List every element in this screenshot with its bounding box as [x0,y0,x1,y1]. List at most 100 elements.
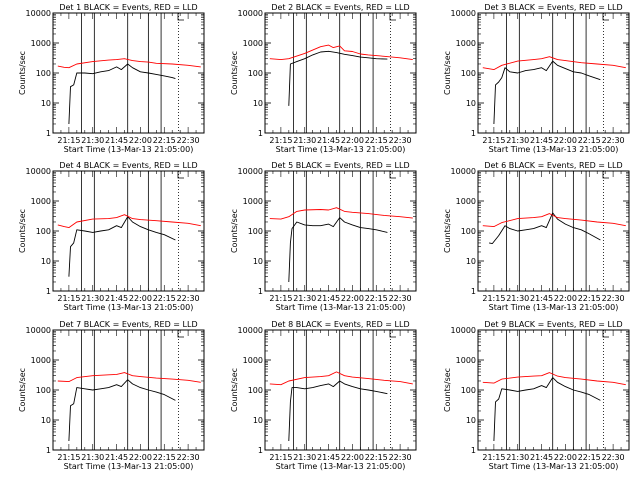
y-tick-label: 100 [36,69,51,78]
x-tick-label: 21:15 [269,453,292,462]
x-tick-label: 22:15 [153,294,176,303]
panel-title: Det 2 BLACK = Events, RED = LLD [271,3,409,12]
detector-panel: Det 2 BLACK = Events, RED = LLD 1 10 100 100… [230,3,417,154]
y-tick-label: 10000 [26,326,51,335]
x-tick-label: 21:45 [317,136,340,145]
y-tick-label: 1 [258,287,263,296]
x-tick-label: 22:00 [554,453,577,462]
x-tick-label: 22:30 [177,453,200,462]
plot-frame [477,170,630,292]
panel-title: Det 3 BLACK = Events, RED = LLD [484,3,622,12]
plot-frame [477,12,630,134]
x-tick-label: 22:15 [153,136,176,145]
y-tick-label: 1000 [31,356,51,365]
y-tick-label: 10000 [451,326,476,335]
x-tick-label: 22:30 [602,453,625,462]
legend-tab [602,330,609,338]
x-tick-label: 22:00 [341,136,364,145]
x-tick-label: 22:15 [578,453,601,462]
x-tick-label: 22:00 [554,136,577,145]
events-series-line [493,377,601,442]
y-axis-label: Counts/sec [18,209,27,253]
x-axis-label: Start Time (13-Mar-13 21:05:00) [276,462,406,471]
y-tick-label: 10000 [238,9,263,18]
x-tick-label: 22:30 [602,136,625,145]
y-tick-label: 100 [248,386,263,395]
plot-frame [264,170,417,292]
y-axis-label: Counts/sec [230,368,239,412]
y-tick-label: 100 [461,227,476,236]
x-tick-label: 21:30 [81,294,104,303]
x-tick-label: 22:00 [554,294,577,303]
x-tick-label: 21:45 [105,453,128,462]
y-tick-label: 100 [248,227,263,236]
y-axis-label: Counts/sec [443,209,452,253]
detector-panel: Det 4 BLACK = Events, RED = LLD 1 10 100 100… [18,161,205,312]
events-series-line [68,379,176,442]
y-tick-label: 10000 [451,9,476,18]
x-tick-label: 22:30 [177,136,200,145]
y-tick-label: 1000 [243,197,263,206]
y-tick-label: 10000 [26,167,51,176]
lld-series-line [269,44,413,61]
x-tick-label: 22:15 [365,453,388,462]
y-tick-label: 1000 [243,356,263,365]
x-tick-label: 22:15 [365,136,388,145]
detector-panel: Det 9 BLACK = Events, RED = LLD 1 10 100 100… [443,320,630,471]
x-tick-label: 21:15 [57,294,80,303]
x-tick-label: 22:30 [177,294,200,303]
x-tick-label: 21:15 [482,136,505,145]
y-tick-label: 10 [253,257,263,266]
x-tick-label: 21:30 [506,136,529,145]
y-tick-label: 100 [248,69,263,78]
y-axis-label: Counts/sec [18,51,27,95]
y-tick-label: 10000 [238,167,263,176]
legend-tab [602,171,609,179]
x-tick-label: 22:00 [129,294,152,303]
plot-frame [52,170,205,292]
panel-title: Det 1 BLACK = Events, RED = LLD [59,3,197,12]
y-tick-label: 1000 [456,356,476,365]
x-axis-label: Start Time (13-Mar-13 21:05:00) [276,303,406,312]
plot-frame [477,329,630,451]
x-axis-label: Start Time (13-Mar-13 21:05:00) [276,145,406,154]
lld-series-line [269,207,413,220]
lld-series-line [57,214,201,229]
x-tick-label: 21:15 [57,453,80,462]
y-tick-label: 1 [471,446,476,455]
y-tick-label: 10 [253,416,263,425]
panel-title: Det 9 BLACK = Events, RED = LLD [484,320,622,329]
y-tick-label: 10 [466,99,476,108]
detector-panel: Det 5 BLACK = Events, RED = LLD 1 10 100 100… [230,161,417,312]
lld-series-line [482,56,626,71]
events-series-line [489,212,601,245]
x-tick-label: 21:45 [105,294,128,303]
x-tick-label: 22:00 [341,453,364,462]
y-tick-label: 1 [471,129,476,138]
panel-title: Det 8 BLACK = Events, RED = LLD [271,320,409,329]
x-tick-label: 22:00 [341,294,364,303]
y-tick-label: 1 [258,129,263,138]
y-tick-label: 1 [46,446,51,455]
x-axis-label: Start Time (13-Mar-13 21:05:00) [489,145,619,154]
y-tick-label: 10 [41,257,51,266]
x-tick-label: 21:45 [317,453,340,462]
legend-tab [177,13,184,21]
lld-series-line [482,372,626,386]
events-series-line [288,217,388,283]
y-axis-label: Counts/sec [18,368,27,412]
lld-series-line [57,372,201,383]
x-tick-label: 22:30 [602,294,625,303]
x-tick-label: 22:15 [578,294,601,303]
x-tick-label: 21:15 [57,136,80,145]
x-tick-label: 21:30 [81,136,104,145]
panel-title: Det 7 BLACK = Events, RED = LLD [59,320,197,329]
x-tick-label: 21:30 [293,453,316,462]
detector-panel: Det 6 BLACK = Events, RED = LLD 1 10 100 100… [443,161,630,312]
y-tick-label: 10000 [238,326,263,335]
legend-tab [177,171,184,179]
x-tick-label: 21:15 [269,294,292,303]
events-series-line [68,63,176,125]
x-tick-label: 21:15 [482,453,505,462]
lld-series-line [57,58,201,69]
